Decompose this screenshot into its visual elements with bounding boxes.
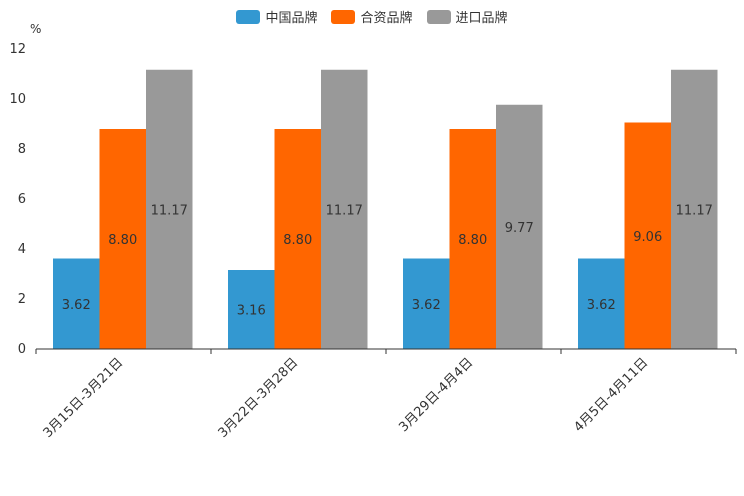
bar-china-brand[interactable] bbox=[403, 258, 450, 350]
y-tick-label: 0 bbox=[18, 342, 26, 357]
legend-label-import-brand: 进口品牌 bbox=[455, 11, 508, 26]
bar-china-brand[interactable] bbox=[228, 270, 275, 349]
data-label: 11.17 bbox=[676, 203, 713, 218]
bar-china-brand[interactable] bbox=[53, 258, 100, 350]
bar-import-brand[interactable] bbox=[671, 69, 718, 349]
y-tick-label: 4 bbox=[18, 242, 26, 257]
data-label: 11.17 bbox=[326, 203, 363, 218]
legend: 中国品牌 合资品牌 进口品牌 bbox=[0, 7, 744, 26]
data-label: 8.80 bbox=[108, 233, 137, 248]
y-tick-label: 12 bbox=[9, 42, 26, 57]
data-label: 3.16 bbox=[237, 304, 266, 319]
y-tick-label: 10 bbox=[9, 92, 26, 107]
bar-china-brand[interactable] bbox=[578, 258, 625, 350]
bar-joint-venture-brand[interactable] bbox=[99, 129, 147, 349]
bar-import-brand[interactable] bbox=[146, 69, 193, 349]
data-label: 8.80 bbox=[458, 233, 487, 248]
x-tick-label: 4月5日-4月11日 bbox=[571, 355, 651, 435]
legend-swatch-joint-venture-brand bbox=[331, 9, 356, 24]
legend-swatch-china-brand bbox=[236, 9, 261, 24]
legend-swatch-import-brand bbox=[426, 9, 451, 24]
data-label: 3.62 bbox=[62, 298, 91, 313]
bar-import-brand[interactable] bbox=[496, 104, 543, 349]
y-tick-label: 8 bbox=[18, 142, 26, 157]
y-axis-unit-label: % bbox=[30, 22, 42, 36]
data-label: 9.77 bbox=[505, 221, 534, 236]
data-label: 8.80 bbox=[283, 233, 312, 248]
x-tick-label: 3月15日-3月21日 bbox=[41, 355, 127, 441]
x-tick-label: 3月22日-3月28日 bbox=[216, 355, 302, 441]
y-tick-label: 2 bbox=[18, 292, 26, 307]
bar-joint-venture-brand[interactable] bbox=[449, 129, 497, 349]
x-tick-label: 3月29日-4月4日 bbox=[396, 355, 476, 435]
bar-joint-venture-brand[interactable] bbox=[624, 122, 672, 350]
y-tick-label: 6 bbox=[18, 192, 26, 207]
data-label: 11.17 bbox=[151, 203, 188, 218]
data-label: 3.62 bbox=[412, 298, 441, 313]
legend-label-joint-venture-brand: 合资品牌 bbox=[360, 11, 413, 26]
data-label: 9.06 bbox=[633, 230, 662, 245]
legend-label-china-brand: 中国品牌 bbox=[265, 11, 318, 26]
data-label: 3.62 bbox=[587, 298, 616, 313]
legend-item-import-brand[interactable]: 进口品牌 bbox=[426, 7, 508, 26]
legend-item-joint-venture-brand[interactable]: 合资品牌 bbox=[331, 7, 413, 26]
legend-item-china-brand[interactable]: 中国品牌 bbox=[236, 7, 317, 26]
bar-joint-venture-brand[interactable] bbox=[274, 129, 322, 349]
bar-import-brand[interactable] bbox=[321, 69, 368, 349]
